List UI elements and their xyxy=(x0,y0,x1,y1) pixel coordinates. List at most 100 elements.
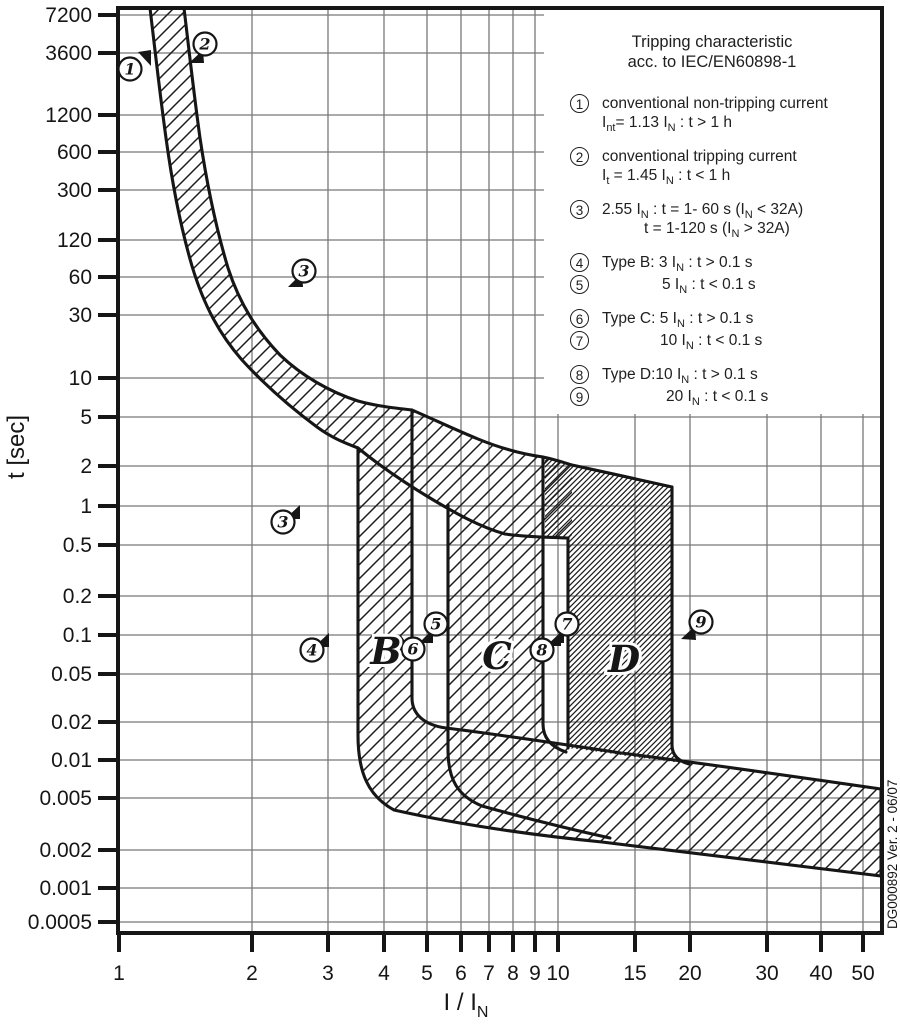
legend-item-number: 3 xyxy=(570,200,589,219)
y-tick-label: 2 xyxy=(80,455,92,478)
band-letters: B C D xyxy=(366,626,643,684)
legend-item-1: 1 conventional non-tripping current Int= 1… xyxy=(552,94,892,135)
legend-text-row: t = 1-120 s (IN > 32A) xyxy=(644,220,790,241)
legend-text-row: Type B: 3 IN : t > 0.1 s xyxy=(602,254,753,275)
legend-text-row: 2.55 IN : t = 1- 60 s (IN < 32A) xyxy=(602,201,804,222)
plot-marker-1: 1 xyxy=(117,50,151,82)
y-tick-label: 10 xyxy=(69,367,92,390)
x-tick-label: 40 xyxy=(809,962,832,985)
marker-number: 3 xyxy=(298,262,309,281)
axis-titles: t [sec] I / IN DG000892 Ver. 2 - 06/07 xyxy=(3,415,900,1021)
plot-marker-9: 9 xyxy=(681,609,714,640)
legend-text-row: Int= 1.13 IN : t > 1 h xyxy=(602,114,733,135)
legend-title-line2: acc. to IEC/EN60898-1 xyxy=(627,53,797,71)
legend-text-row: It = 1.45 IN : t < 1 h xyxy=(602,167,731,188)
band-thermal-extension-strip xyxy=(412,410,572,538)
marker-number: 9 xyxy=(695,613,706,632)
marker-number: 6 xyxy=(407,640,418,659)
marker-pointer-icon xyxy=(138,50,151,66)
x-tick-label: 30 xyxy=(755,962,778,985)
legend-item-text: 5 IN : t < 0.1 s xyxy=(602,275,892,297)
legend-item-5: 5 5 IN : t < 0.1 s xyxy=(552,275,892,297)
legend-item-text: conventional tripping current It = 1.45 I… xyxy=(602,147,892,188)
marker-number: 1 xyxy=(124,60,135,79)
legend-item-text: Type B: 3 IN : t > 0.1 s xyxy=(602,253,892,275)
x-tick-label: 5 xyxy=(421,962,433,985)
legend-item-text: conventional non-tripping current Int= 1.… xyxy=(602,94,892,135)
x-tick-label: 1 xyxy=(113,962,125,985)
band-type-c xyxy=(448,507,543,758)
y-tick-label: 0.002 xyxy=(39,839,92,862)
legend-item-number: 8 xyxy=(570,365,589,384)
legend-item-number: 1 xyxy=(570,94,589,113)
y-tick-label: 30 xyxy=(69,304,92,327)
x-tick-label: 20 xyxy=(678,962,701,985)
legend-item-number: 6 xyxy=(570,309,589,328)
marker-number: 8 xyxy=(535,641,547,660)
marker-circle xyxy=(299,637,325,663)
legend-item-4: 4 Type B: 3 IN : t > 0.1 s xyxy=(552,253,892,275)
y-tick-label: 7200 xyxy=(45,4,92,27)
plot-marker-5: 5 xyxy=(419,611,449,643)
y-tick-label: 0.2 xyxy=(63,585,92,608)
legend-item-number: 7 xyxy=(570,331,589,350)
x-tick-label: 6 xyxy=(455,962,467,985)
legend-item-text: 10 IN : t < 0.1 s xyxy=(602,331,892,352)
legend-item-number: 4 xyxy=(570,253,589,272)
legend-background xyxy=(544,10,881,414)
band-letter-D: D xyxy=(607,637,640,681)
marker-number: 2 xyxy=(198,35,210,54)
band-type-d xyxy=(545,458,689,764)
y-tick-label: 0.01 xyxy=(51,749,92,772)
marker-number: 5 xyxy=(430,615,441,634)
legend-item-9: 9 20 IN : t < 0.1 s xyxy=(552,387,892,409)
legend-text-row: 5 IN : t < 0.1 s xyxy=(662,276,756,297)
legend-item-6: 6 Type C: 5 IN : t > 0.1 s xyxy=(552,309,892,330)
marker-circle xyxy=(688,609,714,635)
x-tick-label: 15 xyxy=(623,962,646,985)
legend-item-text: 20 IN : t < 0.1 s xyxy=(602,387,892,409)
plot-marker-3: 3 xyxy=(270,505,300,535)
band-letter-B: B xyxy=(369,629,401,673)
y-tick-label: 0.5 xyxy=(63,534,92,557)
legend-item-8: 8 Type D:10 IN : t > 0.1 s xyxy=(552,365,892,387)
x-tick-label: 50 xyxy=(851,962,874,985)
curve-lower-extension xyxy=(356,446,570,540)
curve-type-c-left-edge xyxy=(446,503,612,840)
tolerance-bands xyxy=(148,6,883,878)
marker-circle xyxy=(400,636,426,662)
marker-circle xyxy=(117,56,143,82)
curve-type-c-right-edge xyxy=(541,455,568,754)
marker-number: 7 xyxy=(561,615,572,634)
legend-item-number: 9 xyxy=(570,387,589,406)
legend-text-row: conventional non-tripping current xyxy=(602,95,828,112)
band-letter-C: C xyxy=(482,634,512,678)
y-tick-label: 600 xyxy=(57,141,92,164)
x-tick-label: 3 xyxy=(322,962,334,985)
legend-text-row: Type D:10 IN : t > 0.1 s xyxy=(602,366,758,387)
x-tick-label: 8 xyxy=(507,962,519,985)
y-tick-label: 3600 xyxy=(45,42,92,65)
x-tick-label: 2 xyxy=(246,962,258,985)
legend-text-row: conventional tripping current xyxy=(602,148,797,165)
legend-item-text: Type C: 5 IN : t > 0.1 s xyxy=(602,309,892,330)
plot-marker-6: 6 xyxy=(398,634,426,662)
y-tick-label: 0.001 xyxy=(39,877,92,900)
x-tick-label: 4 xyxy=(378,962,390,985)
legend: Tripping characteristic acc. to IEC/EN60… xyxy=(552,32,892,409)
legend-text-row: 20 IN : t < 0.1 s xyxy=(666,388,769,409)
document-id-note: DG000892 Ver. 2 - 06/07 xyxy=(885,780,900,929)
y-tick-label: 0.02 xyxy=(51,711,92,734)
y-tick-label: 0.05 xyxy=(51,663,92,686)
y-tick-label: 60 xyxy=(69,266,92,289)
x-tick-label: 9 xyxy=(529,962,541,985)
y-axis-title: t [sec] xyxy=(3,415,30,479)
marker-circle xyxy=(423,611,449,637)
legend-item-number: 2 xyxy=(570,147,589,166)
marker-circle xyxy=(291,258,317,284)
legend-item-2: 2 conventional tripping current It = 1.45 … xyxy=(552,147,892,188)
y-tick-label: 300 xyxy=(57,179,92,202)
